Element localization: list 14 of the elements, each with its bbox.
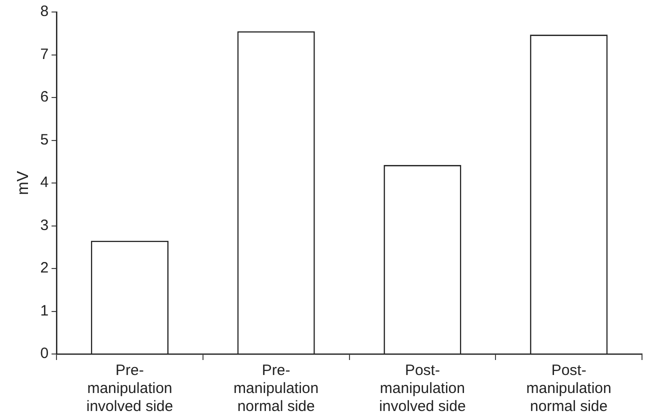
y-tick-label: 7	[40, 46, 49, 63]
x-tick-label: Post- manipulation involved side	[379, 362, 466, 416]
y-axis-title: mV	[15, 170, 32, 195]
y-tick-label: 8	[40, 3, 49, 20]
y-tick-label: 6	[40, 88, 49, 106]
x-tick-label: Post- manipulation normal side	[526, 362, 612, 416]
y-tick-label: 4	[40, 174, 49, 192]
y-tick-label: 5	[40, 131, 49, 148]
y-tick-label: 2	[40, 260, 49, 277]
y-tick-label: 0	[40, 345, 49, 362]
x-tick-label: Pre- manipulation normal side	[234, 362, 319, 416]
x-tick-label: Pre- manipulation involved side	[86, 362, 174, 416]
y-tick-label: 1	[40, 302, 49, 320]
y-tick-label: 3	[40, 216, 49, 234]
